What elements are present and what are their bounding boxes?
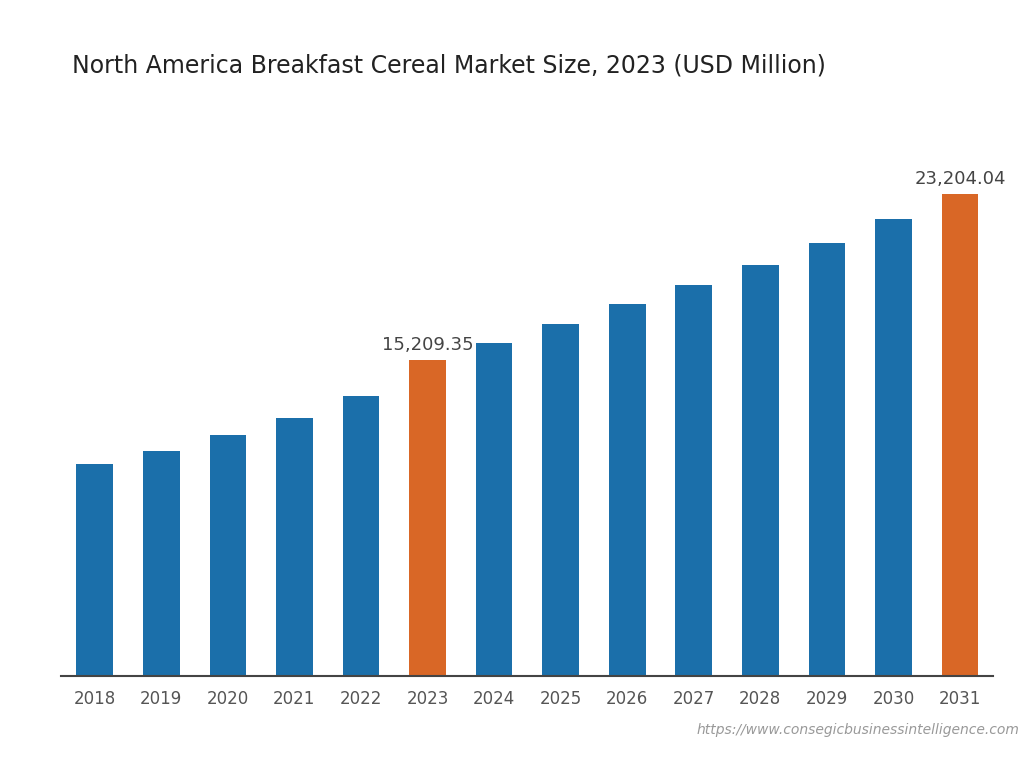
Text: 15,209.35: 15,209.35: [382, 336, 473, 354]
Bar: [942, 194, 978, 676]
Bar: [609, 304, 645, 676]
Bar: [676, 286, 712, 676]
Text: North America Breakfast Cereal Market Size, 2023 (USD Million): North America Breakfast Cereal Market Si…: [72, 54, 825, 78]
Bar: [742, 265, 778, 676]
Bar: [809, 243, 845, 676]
Text: https://www.consegicbusinessintelligence.com: https://www.consegicbusinessintelligence…: [696, 723, 1019, 737]
Bar: [876, 219, 911, 676]
Bar: [410, 360, 445, 676]
Bar: [143, 451, 179, 676]
Bar: [543, 324, 579, 676]
Text: 23,204.04: 23,204.04: [914, 170, 1006, 188]
Bar: [77, 464, 113, 676]
Bar: [343, 396, 379, 676]
Bar: [210, 435, 246, 676]
Bar: [476, 343, 512, 676]
Bar: [276, 419, 312, 676]
